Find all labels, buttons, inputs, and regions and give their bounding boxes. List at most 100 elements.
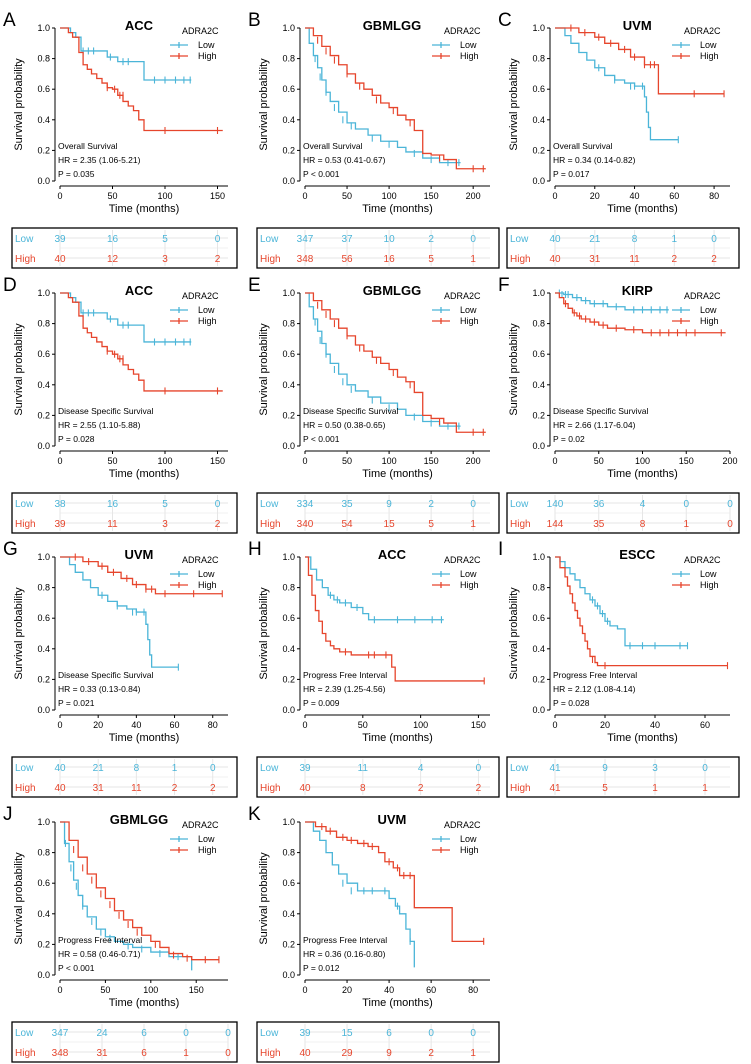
km-curve-high (555, 292, 726, 334)
risk-low-count: 36 (593, 499, 605, 510)
x-tick-label: 20 (590, 191, 600, 201)
endpoint-label: Disease Specific Survival (58, 670, 154, 680)
endpoint-label: Disease Specific Survival (553, 406, 649, 416)
risk-low-count: 24 (96, 1028, 108, 1039)
p-value-label: P = 0.028 (553, 698, 590, 708)
risk-low-count: 6 (386, 1028, 392, 1039)
x-tick-label: 100 (382, 456, 397, 466)
x-axis-label: Time (months) (607, 203, 678, 215)
legend-high-label: High (700, 51, 719, 61)
risk-high-label: High (15, 1048, 36, 1059)
risk-low-label: Low (15, 763, 34, 774)
risk-high-count: 2 (672, 254, 678, 265)
x-tick-label: 200 (466, 191, 481, 201)
risk-high-label: High (15, 783, 36, 794)
risk-high-count: 2 (476, 783, 482, 794)
legend-title: ADRA2C (182, 291, 219, 301)
km-curve-low (60, 556, 179, 668)
chart-title: ACC (378, 547, 407, 562)
risk-low-count: 2 (428, 499, 434, 510)
risk-high-count: 1 (470, 254, 476, 265)
y-tick-label: 1.0 (532, 552, 545, 562)
risk-low-label: Low (15, 1028, 34, 1039)
chart-title: GBMLGG (363, 283, 422, 298)
legend-title: ADRA2C (684, 26, 721, 36)
x-axis-label: Time (months) (362, 997, 433, 1009)
p-value-label: P = 0.012 (303, 963, 340, 973)
y-tick-label: 0.0 (37, 176, 50, 186)
legend-low-label: Low (198, 40, 215, 50)
y-tick-label: 0.2 (37, 674, 50, 684)
risk-low-count: 39 (299, 763, 311, 774)
y-tick-label: 0.2 (532, 145, 545, 155)
x-tick-label: 50 (107, 456, 117, 466)
km-curve-low (305, 292, 461, 427)
y-tick-label: 0.6 (37, 84, 50, 94)
risk-high-count: 11 (629, 254, 640, 265)
risk-low-count: 334 (297, 499, 314, 510)
x-tick-label: 150 (210, 191, 225, 201)
risk-low-count: 39 (54, 234, 66, 245)
y-tick-label: 0.6 (282, 613, 295, 623)
km-curve-high (305, 292, 486, 433)
risk-table (11, 227, 238, 269)
y-axis-label: Survival probability (258, 852, 270, 945)
risk-high-count: 8 (360, 783, 366, 794)
y-tick-label: 0.0 (532, 176, 545, 186)
legend-high-label: High (460, 580, 479, 590)
y-tick-label: 0.2 (282, 674, 295, 684)
risk-low-count: 0 (215, 499, 221, 510)
x-tick-label: 0 (302, 720, 307, 730)
legend-low-label: Low (198, 569, 215, 579)
y-tick-label: 0.0 (282, 970, 295, 980)
hr-label: HR = 0.36 (0.16-0.80) (303, 949, 386, 959)
y-axis-label: Survival probability (508, 323, 520, 416)
p-value-label: P = 0.028 (58, 434, 95, 444)
legend-high-label: High (700, 580, 719, 590)
x-tick-label: 100 (635, 456, 650, 466)
x-axis-label: Time (months) (109, 732, 180, 744)
risk-low-count: 1 (172, 763, 178, 774)
endpoint-label: Overall Survival (303, 141, 363, 151)
risk-high-count: 29 (341, 1048, 353, 1059)
risk-table (11, 756, 238, 798)
risk-low-count: 0 (225, 1028, 231, 1039)
risk-high-label: High (510, 783, 531, 794)
y-tick-label: 0.4 (37, 909, 50, 919)
y-tick-label: 0.6 (282, 878, 295, 888)
panel-letter: K (248, 804, 261, 825)
y-tick-label: 0.4 (532, 380, 545, 390)
risk-high-count: 39 (54, 519, 66, 530)
x-axis-label: Time (months) (109, 997, 180, 1009)
km-curve-low (305, 27, 461, 164)
y-tick-label: 0.6 (37, 878, 50, 888)
risk-low-count: 4 (418, 763, 424, 774)
chart-title: UVM (378, 812, 407, 827)
x-tick-label: 60 (669, 191, 679, 201)
x-tick-label: 50 (594, 456, 604, 466)
panel-letter: G (3, 539, 18, 560)
hr-label: HR = 0.34 (0.14-0.82) (553, 155, 636, 165)
legend-high-label: High (198, 51, 217, 61)
legend-low-label: Low (460, 40, 477, 50)
x-tick-label: 200 (466, 456, 481, 466)
panel-h: H ACC 0.0 0.2 0.4 0.6 0.8 1.0 0 50 100 150 Time (mon… (248, 539, 500, 798)
chart-title: ESCC (619, 547, 656, 562)
y-tick-label: 1.0 (37, 817, 50, 827)
risk-high-label: High (260, 783, 281, 794)
x-tick-label: 0 (302, 191, 307, 201)
y-tick-label: 0.4 (37, 380, 50, 390)
y-tick-label: 1.0 (282, 552, 295, 562)
risk-low-count: 0 (215, 234, 221, 245)
km-curve-low (60, 292, 192, 343)
x-tick-label: 40 (630, 191, 640, 201)
risk-low-count: 3 (652, 763, 658, 774)
p-value-label: P = 0.009 (303, 698, 340, 708)
x-axis-label: Time (months) (362, 468, 433, 480)
risk-low-count: 8 (632, 234, 638, 245)
panel-letter: D (3, 275, 17, 296)
x-tick-label: 40 (384, 985, 394, 995)
